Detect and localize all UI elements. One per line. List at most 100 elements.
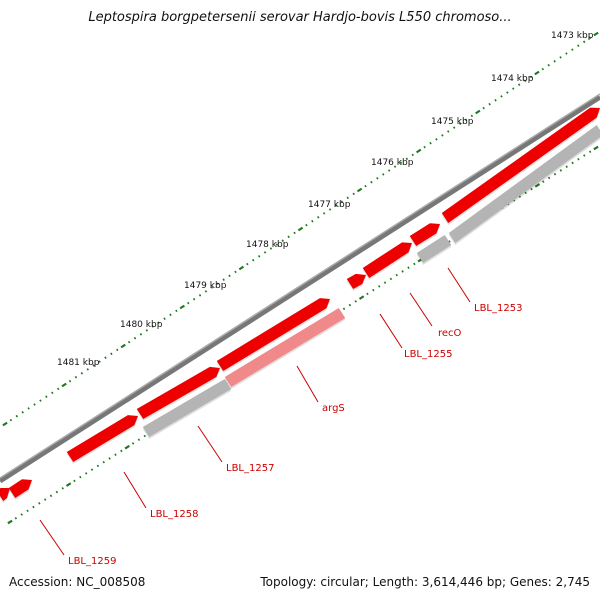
minor-tick [114, 453, 117, 456]
minor-tick [38, 502, 41, 505]
minor-tick [49, 494, 53, 498]
gene-label-lbl-1255[interactable]: LBL_1255 [404, 349, 452, 360]
minor-tick [131, 442, 135, 445]
minor-tick [366, 292, 369, 296]
minor-tick [571, 161, 574, 165]
gene-lbl-1253[interactable] [441, 107, 600, 224]
gene-label-args[interactable]: argS [322, 403, 345, 414]
minor-tick [143, 434, 146, 438]
minor-tick [210, 286, 214, 289]
minor-tick [79, 475, 82, 479]
minor-tick [120, 449, 123, 453]
gene-edge[interactable] [0, 487, 10, 502]
tick-label: 1474 kbp [491, 74, 534, 84]
minor-tick [127, 340, 131, 344]
tick-label: 1477 kbp [308, 200, 351, 210]
minor-tick [518, 195, 522, 198]
minor-tick [517, 83, 521, 86]
gene-reco[interactable] [409, 223, 440, 247]
major-tick [61, 382, 67, 388]
minor-tick [92, 364, 95, 367]
minor-tick [192, 297, 196, 301]
minor-tick [354, 300, 357, 303]
minor-tick [547, 176, 551, 180]
cds-reco[interactable] [416, 234, 452, 264]
major-tick [179, 304, 185, 310]
minor-tick [571, 48, 574, 51]
minor-tick [322, 212, 326, 215]
minor-tick [370, 180, 373, 184]
gene-args[interactable] [216, 298, 330, 372]
minor-tick [317, 216, 320, 219]
gene-lbl-1259[interactable] [8, 479, 32, 499]
minor-tick [423, 145, 426, 149]
gene-lbl-1258[interactable] [66, 415, 138, 463]
minor-tick [80, 372, 84, 375]
minor-tick [27, 407, 30, 410]
major-tick [238, 265, 245, 271]
tick-labels: 1473 kbp 1474 kbp 1475 kbp 1476 kbp 1477… [57, 31, 594, 368]
gene-lbl-1255[interactable] [362, 242, 412, 279]
minor-tick [14, 516, 18, 520]
minor-tick [559, 56, 562, 59]
minor-tick [553, 60, 556, 63]
minor-tick [275, 243, 279, 246]
minor-tick [86, 368, 89, 371]
minor-tick [523, 79, 527, 83]
minor-tick [175, 309, 178, 313]
minor-tick [9, 418, 13, 422]
gene-label-reco[interactable]: recO [438, 328, 462, 339]
topology-text: Topology: circular; Length: 3,614,446 bp… [260, 575, 590, 589]
minor-tick [553, 172, 557, 176]
cds-args[interactable] [224, 307, 346, 388]
minor-tick [405, 157, 409, 161]
minor-tick [529, 75, 533, 79]
minor-tick [39, 399, 42, 402]
minor-tick [559, 169, 563, 172]
gene-label-lbl-1258[interactable]: LBL_1258 [150, 509, 198, 520]
minor-tick [382, 173, 385, 176]
minor-tick [110, 352, 113, 356]
gene-lbl-1257[interactable] [136, 366, 220, 420]
minor-tick [348, 303, 352, 307]
minor-tick [383, 281, 387, 284]
accession-text: Accession: NC_008508 [9, 575, 146, 589]
minor-tick [512, 199, 516, 202]
cds-lbl-1257[interactable] [142, 378, 232, 438]
minor-tick [435, 138, 438, 141]
gene-label-lbl-1253[interactable]: LBL_1253 [474, 303, 522, 314]
minor-tick [151, 325, 154, 328]
minor-tick [287, 235, 290, 239]
tick-label: 1479 kbp [184, 281, 227, 291]
minor-tick [494, 99, 497, 102]
minor-tick [74, 375, 78, 379]
minor-tick [372, 288, 375, 292]
minor-tick [482, 106, 485, 110]
minor-tick [583, 154, 586, 157]
minor-tick [389, 277, 393, 281]
minor-tick [204, 290, 208, 293]
minor-tick [216, 282, 219, 285]
gene-label-lbl-1257[interactable]: LBL_1257 [226, 463, 274, 474]
minor-tick [116, 348, 119, 352]
minor-tick [252, 258, 255, 262]
minor-tick [311, 219, 314, 223]
gene-small[interactable] [346, 273, 366, 290]
major-tick [593, 145, 599, 151]
minor-tick [524, 191, 527, 195]
map-title: Leptospira borgpetersenii serovar Hardjo… [88, 10, 512, 25]
gene-label-lbl-1259[interactable]: LBL_1259 [68, 556, 116, 567]
minor-tick [32, 505, 35, 509]
minor-tick [577, 44, 580, 47]
minor-tick [234, 270, 237, 274]
major-tick [65, 482, 72, 487]
minor-tick [334, 204, 338, 207]
major-tick [124, 444, 130, 450]
minor-tick [228, 274, 231, 278]
cds-lbl-1253[interactable] [448, 124, 600, 244]
gene-track [0, 107, 600, 504]
minor-tick [145, 329, 149, 332]
tick-label: 1476 kbp [371, 158, 414, 168]
tick-label: 1475 kbp [431, 117, 474, 127]
